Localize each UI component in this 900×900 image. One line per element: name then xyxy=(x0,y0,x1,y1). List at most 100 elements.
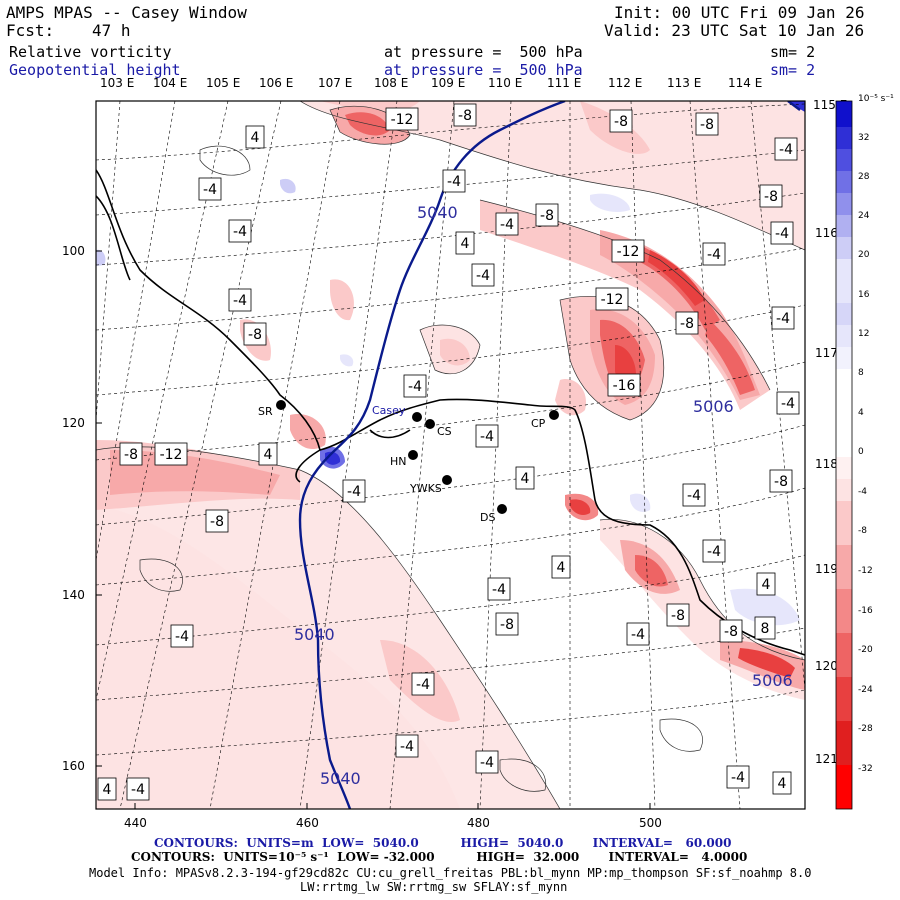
colorbar-bin xyxy=(836,171,852,193)
contour-label-text: -8 xyxy=(124,447,138,463)
contour-label: -8 xyxy=(666,603,690,627)
contour-label-text: 4 xyxy=(521,471,530,487)
contour-label-text: -4 xyxy=(408,379,422,395)
colorbar-bin xyxy=(836,149,852,171)
contour-label-text: -12 xyxy=(617,244,640,260)
contour-label: -8 xyxy=(119,442,143,466)
colorbar-bin xyxy=(836,677,852,721)
contour-label: -4 xyxy=(411,672,435,696)
contour-label-text: -4 xyxy=(776,311,790,327)
contour-label-text: -8 xyxy=(680,316,694,332)
contour-label: -12 xyxy=(385,107,419,131)
contour-label-text: -4 xyxy=(203,182,217,198)
colorbar-bin xyxy=(836,721,852,765)
colorbar-bin xyxy=(836,369,852,435)
x-tick-label: 480 xyxy=(467,816,490,830)
x-tick-label: 440 xyxy=(124,816,147,830)
contour-label-text: -4 xyxy=(480,755,494,771)
colorbar-label: 28 xyxy=(858,172,870,182)
contour-label-text: -8 xyxy=(700,117,714,133)
contour-label: -8 xyxy=(609,109,633,133)
y-tick-label: 140 xyxy=(62,588,85,602)
y-tick-label: 160 xyxy=(62,759,85,773)
contour-label-text: -16 xyxy=(613,378,636,394)
contour-label-text: -4 xyxy=(779,142,793,158)
forecast-label: Fcst: xyxy=(6,21,55,40)
station-label: YWKS xyxy=(409,482,442,495)
contour-label-text: 4 xyxy=(251,130,260,146)
contour-label: -4 xyxy=(395,734,419,758)
colorbar-bin xyxy=(836,765,852,809)
contour-label-text: 4 xyxy=(762,577,771,593)
contour-label-text: -4 xyxy=(707,247,721,263)
contour-label: -8 xyxy=(535,203,559,227)
contour-label: -12 xyxy=(611,239,645,263)
contour-label-text: -12 xyxy=(160,447,183,463)
contour-label: -8 xyxy=(495,612,519,636)
station-label: HN xyxy=(390,455,407,468)
x-tick-label: 500 xyxy=(639,816,662,830)
lon-label-top: 105 E xyxy=(206,76,241,90)
lon-label-top: 109 E xyxy=(431,76,466,90)
colorbar-bin xyxy=(836,479,852,501)
contour-label: -4 xyxy=(471,263,495,287)
init-time: Init: 00 UTC Fri 09 Jan 26 xyxy=(614,3,865,22)
colorbar xyxy=(835,100,853,810)
contour-label-layer: -12 -8 -8 4 -4 -8 -4 -4 -8 4 -4 -4 -12 -… xyxy=(97,103,800,801)
contour-label: -4 xyxy=(702,242,726,266)
height-label: 5040 xyxy=(320,769,361,788)
colorbar-bin xyxy=(836,259,852,281)
contour-label: -4 xyxy=(774,137,798,161)
contour-label-text: -4 xyxy=(631,627,645,643)
contour-label: -4 xyxy=(170,624,194,648)
lon-label-top: 112 E xyxy=(608,76,643,90)
contour-label: -16 xyxy=(607,373,641,397)
field1-smoothing: sm= 2 xyxy=(770,43,816,61)
lon-label-top: 106 E xyxy=(259,76,294,90)
contour-label: 4 xyxy=(245,125,265,149)
colorbar-bin xyxy=(836,589,852,633)
y-tick-label: 100 xyxy=(62,244,85,258)
y-tick-label: 120 xyxy=(62,416,85,430)
contour-label-text: -8 xyxy=(764,189,778,205)
height-label: 5006 xyxy=(752,671,793,690)
station-label: CP xyxy=(531,417,546,430)
field2-smoothing: sm= 2 xyxy=(770,61,816,79)
lon-label-top: 108 E xyxy=(374,76,409,90)
colorbar-unit: 10⁻⁵ s⁻¹ xyxy=(858,94,894,104)
contour-label: -4 xyxy=(228,219,252,243)
colorbar-label: 24 xyxy=(858,211,870,221)
colorbar-bin xyxy=(836,545,852,589)
field2-name: Geopotential height xyxy=(9,61,181,79)
colorbar-label: -12 xyxy=(858,566,873,576)
station-markers xyxy=(276,400,559,514)
contour-label-text: -4 xyxy=(707,544,721,560)
contour-label-text: -4 xyxy=(400,739,414,755)
contour-label: -4 xyxy=(228,288,252,312)
contour-label-text: -4 xyxy=(500,217,514,233)
contour-label: -12 xyxy=(154,442,188,466)
contour-label-text: 4 xyxy=(778,776,787,792)
height-label: 5006 xyxy=(693,397,734,416)
contour-label-text: 8 xyxy=(761,621,770,637)
contour-label: -4 xyxy=(403,374,427,398)
contour-label-text: -4 xyxy=(492,582,506,598)
contour-label: -4 xyxy=(771,306,795,330)
colorbar-bin xyxy=(836,303,852,325)
colorbar-bin xyxy=(836,101,852,127)
contour-label: -8 xyxy=(205,509,229,533)
station-label: Casey xyxy=(372,404,406,417)
colorbar-label: 8 xyxy=(858,368,864,378)
colorbar-bin xyxy=(836,215,852,237)
contour-label-text: -8 xyxy=(671,608,685,624)
colorbar-bin xyxy=(836,237,852,259)
lon-label-top: 113 E xyxy=(667,76,702,90)
contour-label-text: -4 xyxy=(781,396,795,412)
contour-label: -4 xyxy=(198,177,222,201)
colorbar-label: -8 xyxy=(858,526,867,536)
contour-label-text: -4 xyxy=(731,770,745,786)
contour-label-text: -4 xyxy=(687,488,701,504)
colorbar-bin xyxy=(836,347,852,369)
contour-label: -4 xyxy=(475,424,499,448)
